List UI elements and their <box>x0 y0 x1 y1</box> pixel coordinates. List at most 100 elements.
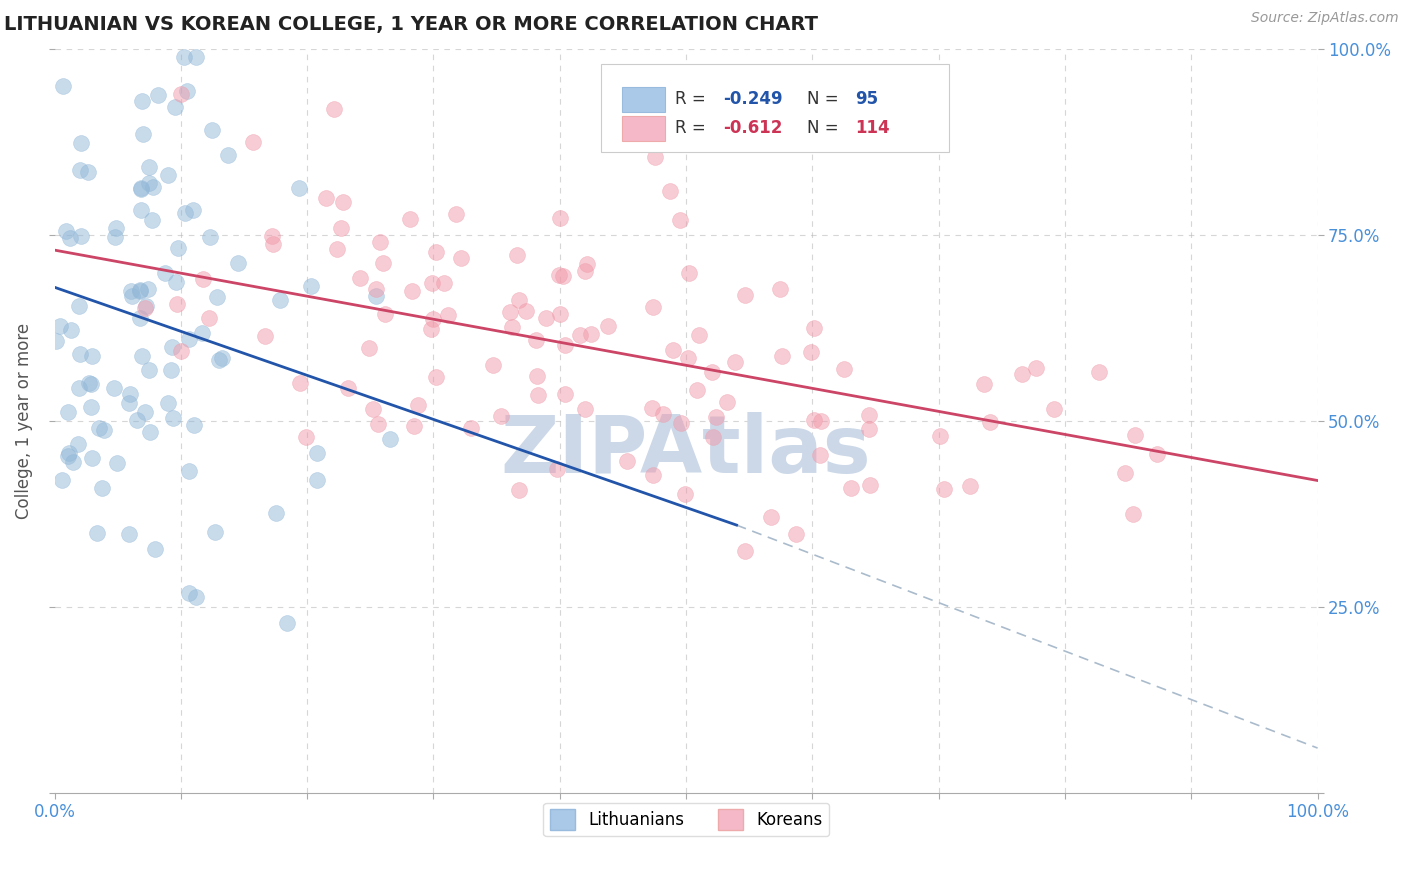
Point <box>481 358 503 372</box>
FancyBboxPatch shape <box>621 116 665 141</box>
Point <box>568 327 591 342</box>
Text: R =: R = <box>675 90 710 108</box>
Point <box>596 318 619 333</box>
Point <box>103 381 125 395</box>
Point <box>177 332 200 346</box>
Point <box>450 252 472 266</box>
Point <box>554 337 576 351</box>
FancyBboxPatch shape <box>621 87 665 112</box>
Point <box>129 284 152 298</box>
Point <box>179 586 201 600</box>
Point <box>662 343 685 357</box>
Point <box>120 284 142 298</box>
Point <box>264 506 287 520</box>
Point <box>1042 402 1064 417</box>
Point <box>105 221 128 235</box>
Point <box>368 235 391 249</box>
Point <box>166 297 188 311</box>
Point <box>858 422 880 436</box>
Point <box>367 417 389 432</box>
Point <box>103 230 125 244</box>
Point <box>420 276 443 290</box>
Point <box>62 455 84 469</box>
Point <box>170 344 193 359</box>
Point <box>770 349 793 363</box>
Point <box>1123 428 1146 442</box>
Point <box>184 50 207 64</box>
Point <box>803 321 825 335</box>
Point <box>548 307 571 321</box>
Point <box>524 333 547 347</box>
Point <box>129 203 152 218</box>
Point <box>162 410 184 425</box>
Point <box>678 267 700 281</box>
Point <box>643 468 665 483</box>
Point <box>1146 447 1168 461</box>
Point <box>366 282 388 296</box>
Point <box>858 408 880 422</box>
Point <box>165 275 187 289</box>
Point <box>69 229 91 244</box>
Point <box>508 483 530 498</box>
Point <box>402 419 425 434</box>
Point <box>276 615 298 630</box>
FancyBboxPatch shape <box>602 64 949 152</box>
Point <box>59 231 82 245</box>
Point <box>198 230 221 244</box>
Point <box>58 449 80 463</box>
Point <box>226 255 249 269</box>
Point <box>290 376 312 391</box>
Point <box>800 345 823 359</box>
Point <box>105 456 128 470</box>
Point <box>82 349 104 363</box>
Point <box>118 387 141 401</box>
Point <box>138 161 160 175</box>
Point <box>181 202 204 217</box>
Point <box>80 450 103 465</box>
Point <box>326 242 349 256</box>
Point <box>211 351 233 365</box>
Point <box>554 387 576 401</box>
Point <box>734 544 756 558</box>
Point <box>118 396 141 410</box>
Point <box>66 437 89 451</box>
Legend: Lithuanians, Koreans: Lithuanians, Koreans <box>543 803 830 837</box>
Point <box>810 415 832 429</box>
Point <box>841 482 863 496</box>
Point <box>165 100 187 114</box>
Point <box>67 299 90 313</box>
Point <box>183 418 205 433</box>
Point <box>191 326 214 340</box>
Point <box>499 305 522 319</box>
Text: N =: N = <box>807 120 844 137</box>
Point <box>810 449 832 463</box>
Point <box>551 268 574 283</box>
Point <box>574 401 596 416</box>
Point <box>399 211 422 226</box>
Point <box>156 396 179 410</box>
Point <box>579 326 602 341</box>
Point <box>374 307 396 321</box>
Point <box>425 245 447 260</box>
Point <box>501 320 523 334</box>
Point <box>69 347 91 361</box>
Point <box>700 366 723 380</box>
Point <box>288 180 311 194</box>
Point <box>299 279 322 293</box>
Point <box>979 415 1001 429</box>
Point <box>118 526 141 541</box>
Point <box>134 404 156 418</box>
Point <box>378 432 401 446</box>
Point <box>641 401 664 416</box>
Point <box>373 256 395 270</box>
Point <box>86 525 108 540</box>
Y-axis label: College, 1 year or more: College, 1 year or more <box>15 323 32 519</box>
Point <box>176 84 198 98</box>
Point <box>534 311 557 326</box>
Point <box>678 351 700 366</box>
Point <box>425 370 447 384</box>
Point <box>139 425 162 440</box>
Point <box>170 87 193 101</box>
Point <box>260 229 283 244</box>
Point <box>69 136 91 150</box>
